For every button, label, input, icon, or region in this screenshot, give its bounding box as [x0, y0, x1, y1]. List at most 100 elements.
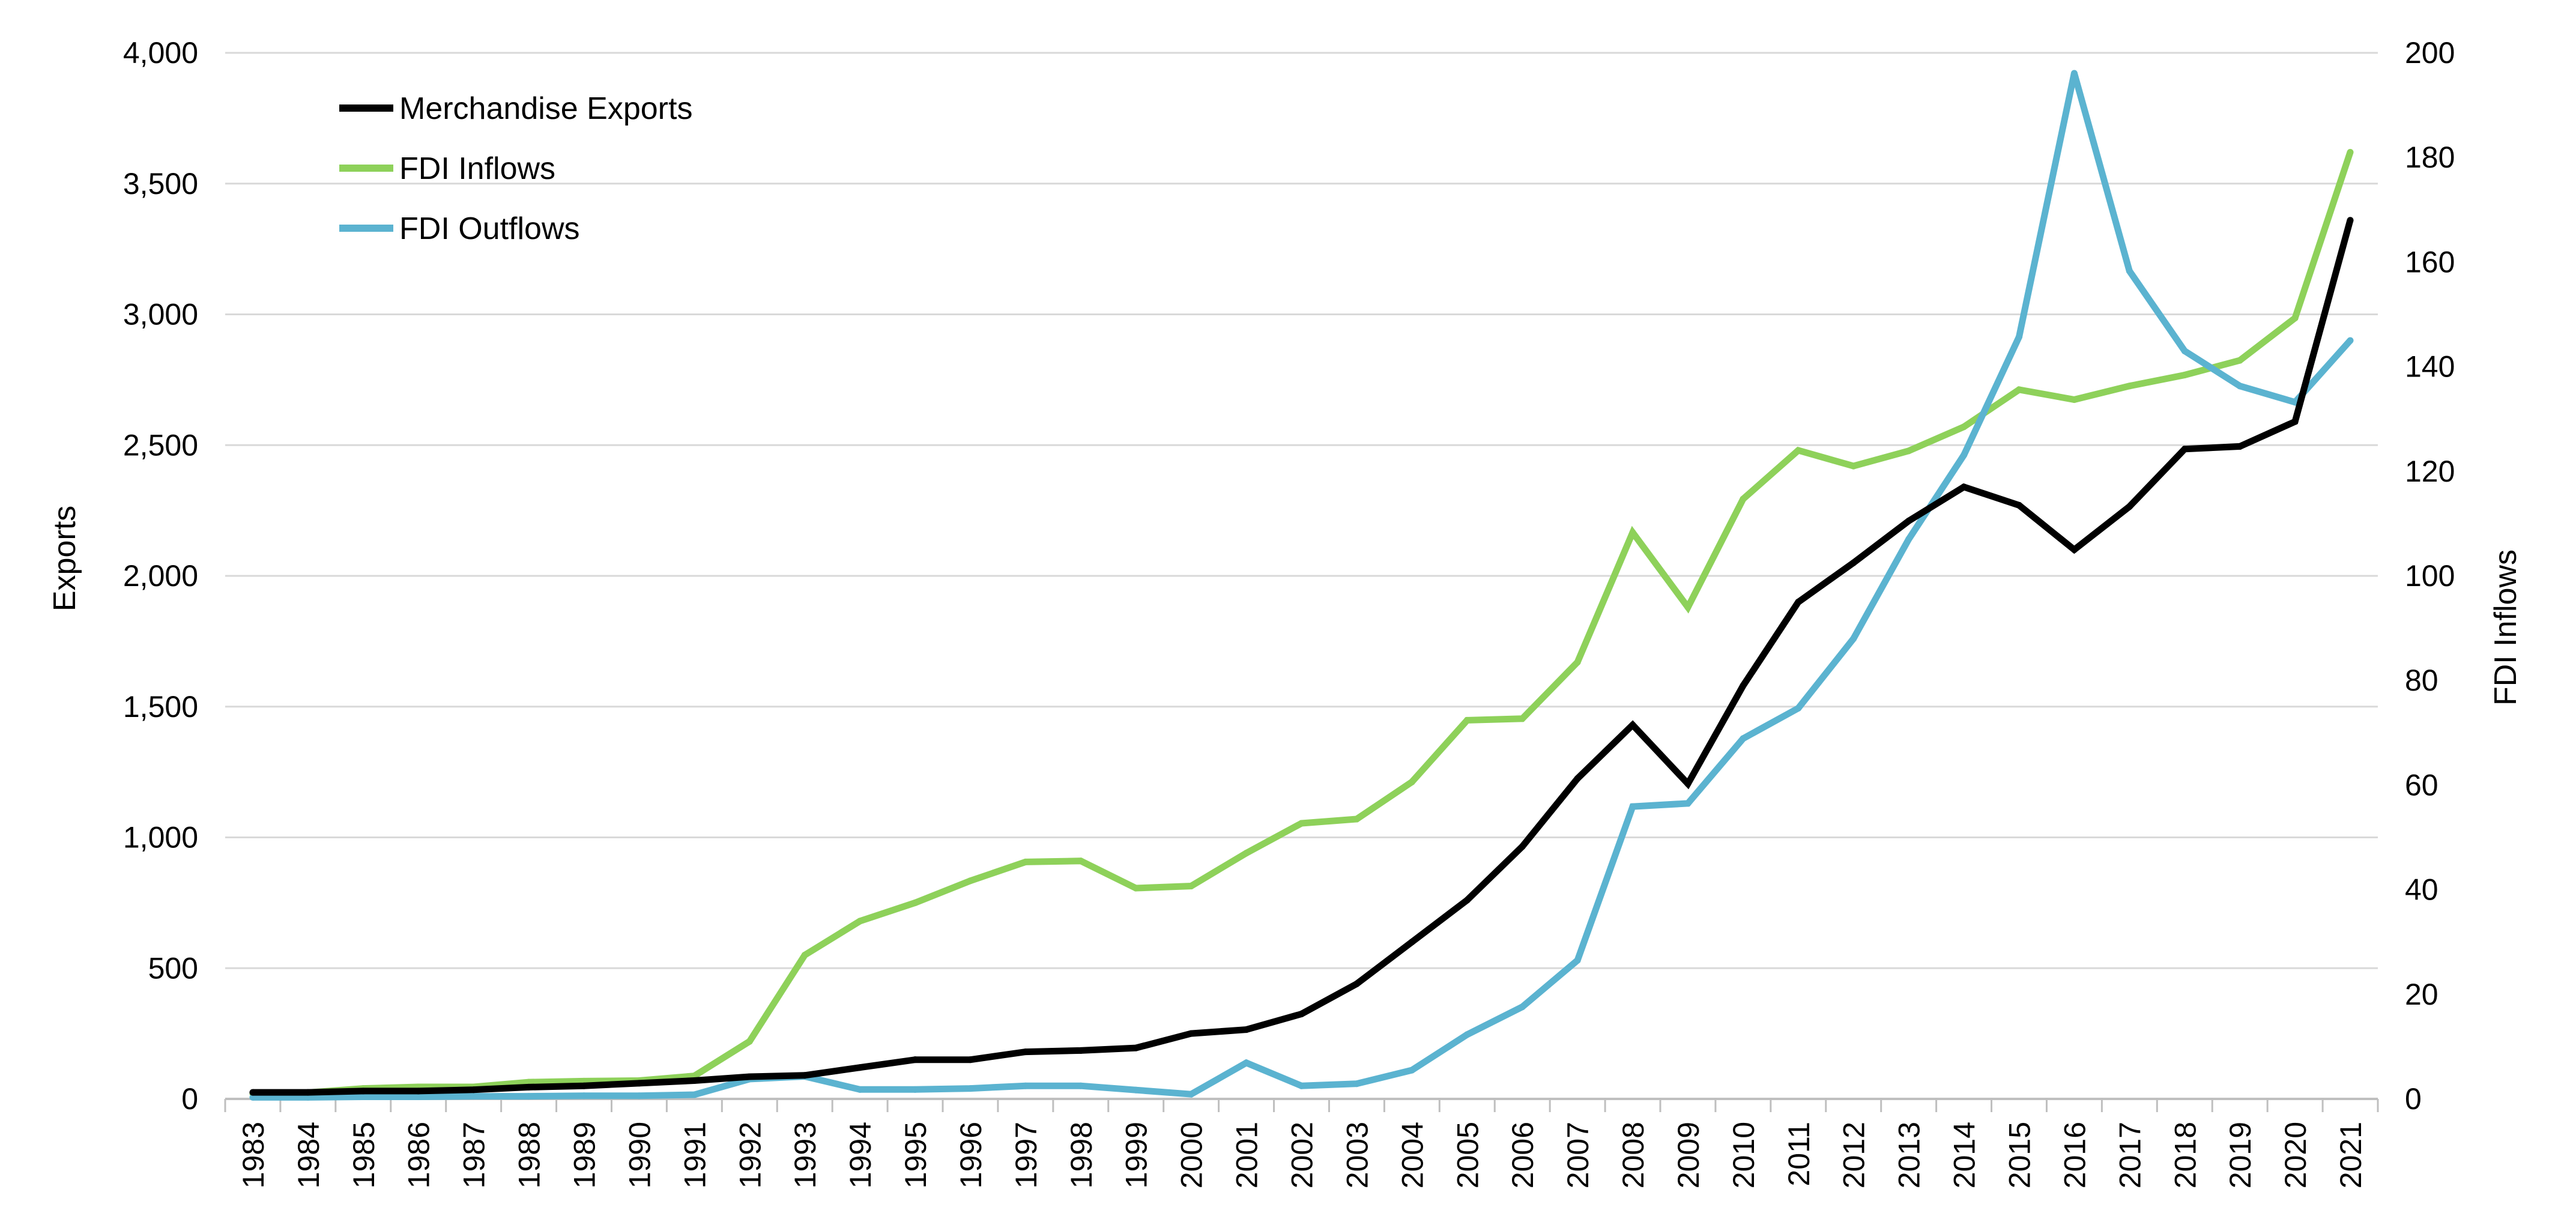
data-point [691, 1077, 698, 1084]
data-point [1519, 843, 1526, 850]
data-point [912, 899, 919, 906]
series-fdi-outflows [249, 70, 2354, 1101]
data-point [1905, 518, 1912, 525]
data-point [1022, 1082, 1029, 1089]
y2-tick-label: 140 [2405, 350, 2455, 384]
x-tick-label: 1987 [458, 1122, 491, 1188]
x-tick-label: 1992 [733, 1122, 767, 1188]
data-point [1740, 735, 1747, 742]
data-point [2236, 443, 2243, 450]
data-point [1629, 721, 1636, 728]
x-tick-label: 2008 [1616, 1122, 1650, 1188]
y-tick-label: 0 [181, 1082, 198, 1116]
data-point [525, 1093, 533, 1100]
x-tick-label: 1984 [292, 1122, 325, 1188]
data-point [360, 1088, 367, 1095]
data-point [635, 1092, 642, 1100]
y2-tick-label: 40 [2405, 873, 2438, 907]
y-tick-label: 2,000 [123, 559, 198, 593]
x-tick-label: 1994 [844, 1122, 877, 1188]
x-tick-label: 1993 [788, 1122, 822, 1188]
x-axis-ticks: 1983 1984 1985 1986 1987 1988 1989 1990 1991 1992… [224, 1099, 2379, 1188]
data-point [967, 1056, 974, 1063]
data-point [1850, 635, 1857, 643]
data-point [746, 1038, 753, 1045]
y-tick-label: 3,000 [123, 298, 198, 331]
data-point [1298, 1082, 1305, 1089]
data-point [1022, 1048, 1029, 1056]
data-point [1132, 1086, 1140, 1094]
x-tick-label: 2002 [1286, 1122, 1319, 1188]
data-point [415, 1094, 422, 1101]
x-tick-label: 1988 [513, 1122, 546, 1188]
data-point [2347, 337, 2354, 344]
data-point [1188, 1091, 1195, 1098]
x-tick-label: 2000 [1175, 1122, 1209, 1188]
data-point [912, 1056, 919, 1063]
data-point [2126, 383, 2133, 390]
x-tick-label: 2014 [1948, 1122, 1982, 1188]
data-point [1077, 1047, 1084, 1054]
data-point [1353, 815, 1360, 823]
x-tick-label: 2020 [2279, 1122, 2312, 1188]
y-tick-label: 2,500 [123, 428, 198, 462]
x-tick-label: 2015 [2003, 1122, 2037, 1188]
data-point [1740, 495, 1747, 503]
data-point [1353, 1080, 1360, 1088]
x-tick-label: 2013 [1893, 1122, 1926, 1188]
right-axis-ticks: 0 20 40 60 80 100 120 140 160 180 200 [2405, 36, 2455, 1116]
data-point [2070, 396, 2078, 403]
data-point [2291, 315, 2299, 322]
data-point [1574, 775, 1581, 782]
data-point [2126, 503, 2133, 510]
data-point [1519, 715, 1526, 722]
data-point [1574, 659, 1581, 666]
y2-tick-label: 160 [2405, 245, 2455, 279]
y-tick-label: 3,500 [123, 167, 198, 201]
data-point [1850, 462, 1857, 470]
y2-tick-label: 200 [2405, 36, 2455, 70]
y-axis-title: Exports [47, 506, 82, 611]
data-point [1795, 599, 1802, 606]
x-tick-label: 1986 [402, 1122, 436, 1188]
y2-tick-label: 20 [2405, 978, 2438, 1011]
data-point [2347, 217, 2354, 224]
data-point [360, 1094, 367, 1101]
x-tick-label: 2001 [1230, 1122, 1264, 1188]
data-point [2236, 383, 2243, 390]
data-point [801, 951, 808, 958]
data-point [1684, 800, 1692, 807]
legend-item-fdi-inflows: FDI Inflows [339, 151, 555, 186]
data-point [1629, 803, 1636, 810]
data-point [2347, 148, 2354, 156]
legend-item-merchandise-exports: Merchandise Exports [339, 91, 692, 126]
data-point [1132, 885, 1140, 892]
data-point [967, 877, 974, 885]
series-merchandise-exports [249, 217, 2354, 1096]
x-tick-label: 1999 [1120, 1122, 1153, 1188]
data-point [2181, 347, 2188, 354]
data-point [746, 1073, 753, 1080]
data-point [1463, 1031, 1471, 1038]
data-point [1298, 820, 1305, 827]
series-line [252, 151, 2354, 1097]
data-point [1188, 1030, 1195, 1037]
data-point [2070, 546, 2078, 553]
data-point [1684, 604, 1692, 611]
data-point [1519, 1003, 1526, 1011]
x-tick-label: 2009 [1672, 1122, 1705, 1188]
data-point [856, 918, 863, 925]
data-point [635, 1080, 642, 1087]
data-point [2181, 446, 2188, 453]
x-tick-label: 2012 [1837, 1122, 1871, 1188]
data-point [304, 1094, 312, 1101]
data-point [1188, 883, 1195, 890]
data-point [2181, 372, 2188, 379]
legend: Merchandise Exports FDI Inflows FDI Outf… [339, 91, 692, 246]
y2-axis-title: FDI Inflows [2488, 549, 2523, 706]
legend-label-fdi-outflows: FDI Outflows [399, 211, 580, 246]
y-tick-label: 500 [148, 951, 198, 985]
data-point [415, 1088, 422, 1095]
data-point [1463, 716, 1471, 724]
